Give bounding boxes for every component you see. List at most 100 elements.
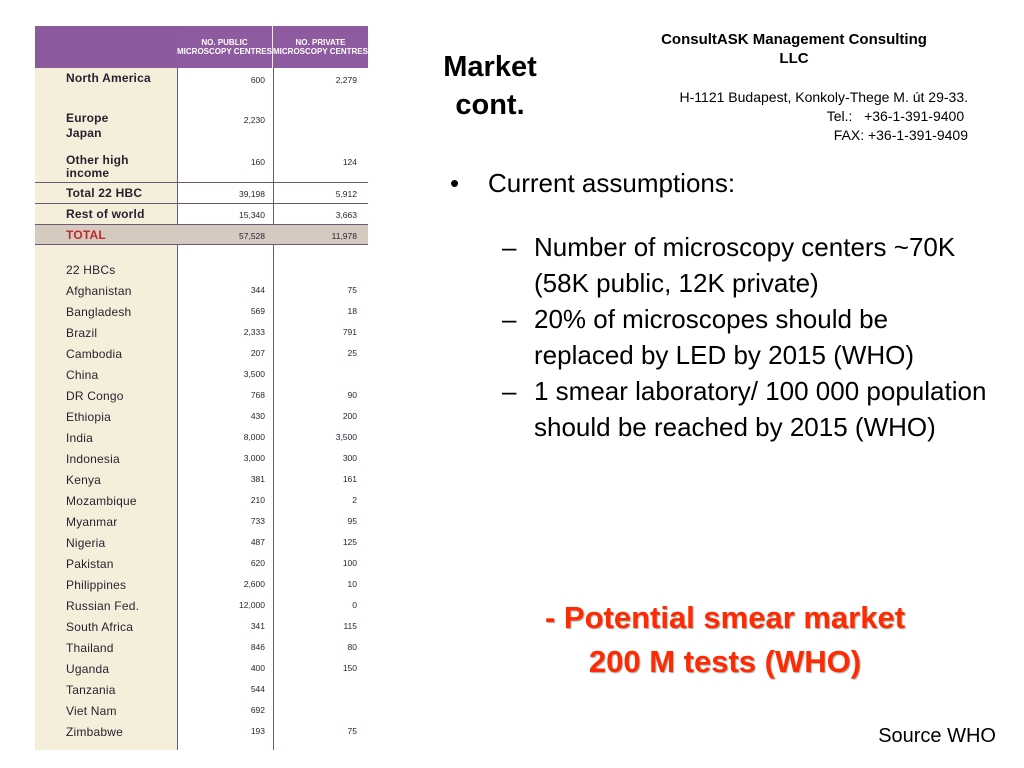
row-label-total: TOTAL (66, 228, 106, 242)
country-cell-private: 100 (342, 558, 357, 568)
region-label: Japan (66, 126, 102, 140)
slide-title-line1: Market (443, 51, 537, 83)
region-cell-public: 160 (250, 157, 265, 167)
cell-rest-of-world-private: 3,663 (335, 210, 357, 220)
slide-title-line2: cont. (455, 89, 525, 121)
header-private-centres: NO. PRIVATE MICROSCOPY CENTRES (273, 26, 368, 68)
country-cell-private: 161 (342, 474, 357, 484)
bullet-main-text: Current assumptions: (488, 168, 736, 198)
region-label: Other high income (66, 153, 129, 180)
country-label: India (66, 431, 94, 445)
market-conclusion: - Potential smear market 200 M tests (WH… (480, 596, 970, 684)
country-cell-private: 0 (352, 600, 357, 610)
market-conclusion-line2: 200 M tests (WHO) (588, 644, 862, 679)
country-cell-private: 3,500 (335, 432, 357, 442)
address-fax: FAX: +36-1-391-9409 (833, 127, 968, 143)
country-cell-public: 620 (250, 558, 265, 568)
slide-title: Market cont. (420, 48, 560, 124)
country-cell-private: 150 (342, 663, 357, 673)
country-label: China (66, 368, 99, 382)
country-cell-private: 80 (347, 642, 357, 652)
country-cell-private: 75 (347, 726, 357, 736)
country-label: Pakistan (66, 557, 114, 571)
company-name: ConsultASK Management Consulting LLC (610, 30, 978, 68)
dash-icon: – (502, 232, 517, 262)
country-label: Bangladesh (66, 305, 132, 319)
country-label: Viet Nam (66, 704, 117, 718)
sub-bullet-1-text: Number of microscopy centers ~70K (58K p… (534, 232, 956, 298)
country-label: Uganda (66, 662, 110, 676)
country-cell-public: 487 (250, 537, 265, 547)
country-cell-public: 768 (250, 390, 265, 400)
country-label: Ethiopia (66, 410, 111, 424)
cell-total-private: 11,978 (331, 231, 357, 241)
source-note: Source WHO (878, 725, 996, 747)
country-cell-public: 210 (250, 495, 265, 505)
country-cell-private: 18 (347, 306, 357, 316)
country-label: Kenya (66, 473, 102, 487)
region-cell-private: 124 (342, 157, 357, 167)
bullet-main: • Current assumptions: (450, 165, 990, 201)
row-label-rest-of-world: Rest of world (66, 207, 145, 221)
cell-total-public: 57,528 (239, 231, 265, 241)
country-label: Myanmar (66, 515, 118, 529)
microscopy-centres-table: NO. PUBLIC MICROSCOPY CENTRES NO. PRIVAT… (35, 26, 368, 750)
country-cell-public: 207 (250, 348, 265, 358)
country-cell-public: 569 (250, 306, 265, 316)
country-cell-private: 125 (342, 537, 357, 547)
country-label: Brazil (66, 326, 98, 340)
country-cell-public: 400 (250, 663, 265, 673)
country-cell-private: 200 (342, 411, 357, 421)
region-label: Europe (66, 111, 109, 125)
country-cell-public: 381 (250, 474, 265, 484)
country-cell-public: 3,500 (243, 369, 265, 379)
country-cell-private: 75 (347, 285, 357, 295)
country-cell-public: 341 (250, 621, 265, 631)
address-street: H-1121 Budapest, Konkoly-Thege M. út 29-… (679, 89, 968, 105)
market-conclusion-line1: - Potential smear market (544, 600, 906, 635)
region-cell-public: 600 (250, 75, 265, 85)
sub-bullet-3-text: 1 smear laboratory/ 100 000 population s… (534, 376, 987, 442)
sub-bullet-3: – 1 smear laboratory/ 100 000 population… (502, 373, 990, 445)
country-label: DR Congo (66, 389, 124, 403)
country-cell-public: 12,000 (239, 600, 265, 610)
country-cell-private: 115 (343, 621, 357, 631)
country-label: Nigeria (66, 536, 106, 550)
country-cell-public: 193 (250, 726, 265, 736)
country-cell-private: 10 (347, 579, 357, 589)
country-cell-public: 733 (250, 516, 265, 526)
address-tel: Tel.: +36-1-391-9400 (826, 108, 968, 124)
table-header-blank (35, 26, 177, 68)
company-name-line1: ConsultASK Management Consulting (661, 31, 927, 48)
country-cell-public: 692 (250, 705, 265, 715)
cell-total-22-hbc-private: 5,912 (335, 189, 357, 199)
country-cell-public: 3,000 (243, 453, 265, 463)
dash-icon: – (502, 304, 517, 334)
dash-icon: – (502, 376, 517, 406)
country-cell-private: 95 (347, 516, 357, 526)
region-label: North America (66, 71, 151, 85)
country-cell-private: 791 (342, 327, 357, 337)
country-cell-public: 544 (250, 684, 265, 694)
country-cell-public: 2,333 (243, 327, 265, 337)
country-cell-public: 430 (250, 411, 265, 421)
region-cell-public: 2,230 (243, 115, 265, 125)
bullet-list: • Current assumptions: – Number of micro… (450, 165, 990, 445)
sub-bullet-2-text: 20% of microscopes should be replaced by… (534, 304, 915, 370)
company-address: H-1121 Budapest, Konkoly-Thege M. út 29-… (560, 88, 968, 145)
country-label: Cambodia (66, 347, 123, 361)
country-cell-public: 846 (250, 642, 265, 652)
country-cell-public: 8,000 (243, 432, 265, 442)
country-label: Mozambique (66, 494, 137, 508)
country-cell-public: 2,600 (243, 579, 265, 589)
country-label: Russian Fed. (66, 599, 140, 613)
country-label: Tanzania (66, 683, 116, 697)
country-cell-private: 300 (342, 453, 357, 463)
sub-bullet-2: – 20% of microscopes should be replaced … (502, 301, 990, 373)
header-public-centres: NO. PUBLIC MICROSCOPY CENTRES (177, 26, 272, 68)
country-cell-private: 90 (347, 390, 357, 400)
cell-rest-of-world-public: 15,340 (239, 210, 265, 220)
cell-total-22-hbc-public: 39,198 (239, 189, 265, 199)
sub-bullet-1: – Number of microscopy centers ~70K (58K… (502, 229, 990, 301)
row-label-total-22-hbc: Total 22 HBC (66, 186, 143, 200)
